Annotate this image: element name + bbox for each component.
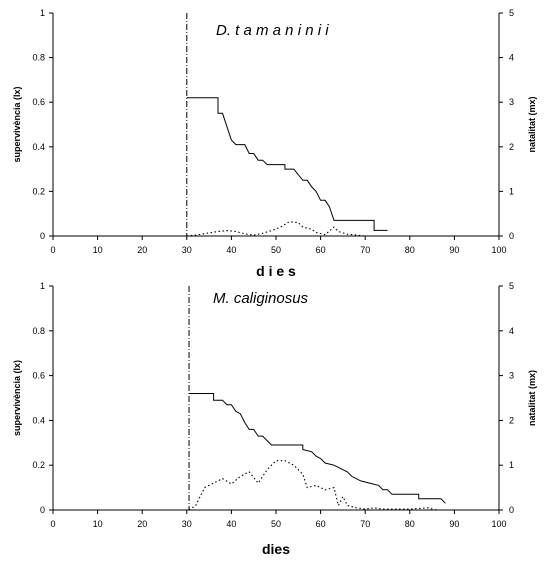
x-tick-label: 20 [137,519,147,529]
y-tick-label: 0.8 [32,326,45,336]
y-tick-label: 0 [40,231,45,241]
x-tick-label: 100 [491,519,506,529]
x-tick-label: 100 [491,245,506,255]
y2-tick-label: 3 [509,371,514,381]
y2-tick-label: 5 [509,281,514,291]
chart-title: D. t a m a n i n i i [216,22,329,39]
x-tick-label: 20 [137,245,147,255]
y-tick-label: 1 [40,8,45,18]
y2-tick-label: 4 [509,326,514,336]
y2-tick-label: 0 [509,505,514,515]
y-tick-label: 0.8 [32,53,45,63]
x-tick-label: 0 [50,245,55,255]
x-tick-label: 50 [271,519,281,529]
x-tick-label: 70 [360,245,370,255]
y2-axis-title: natalitat (mx) [527,370,537,426]
x-tick-label: 30 [182,245,192,255]
supervivencia-series-line [186,97,388,231]
y2-tick-label: 1 [509,186,514,196]
natalitat-series-line [188,460,437,511]
x-axis-title: dies [262,541,290,557]
x-tick-label: 70 [360,519,370,529]
y-axis-title: supervivència (lx) [12,360,22,436]
supervivencia-series-line [189,393,446,504]
x-tick-label: 40 [226,245,236,255]
x-tick-label: 90 [449,519,459,529]
y-tick-label: 0.2 [32,186,45,196]
natalitat-series-line [186,221,366,237]
y-tick-label: 0.4 [32,415,45,425]
y-axis-title: supervivència (lx) [12,86,22,162]
x-tick-label: 10 [93,519,103,529]
y-tick-label: 0 [40,505,45,515]
x-tick-label: 80 [405,519,415,529]
x-tick-label: 60 [316,519,326,529]
x-tick-label: 10 [93,245,103,255]
y2-tick-label: 2 [509,415,514,425]
x-tick-label: 80 [405,245,415,255]
y2-axis-title: natalitat (mx) [527,96,537,152]
y2-tick-label: 4 [509,53,514,63]
y2-tick-label: 1 [509,460,514,470]
y-tick-label: 0.6 [32,97,45,107]
y2-tick-label: 3 [509,97,514,107]
chart-title: M. caliginosus [213,290,309,307]
x-tick-label: 0 [50,519,55,529]
x-tick-label: 60 [316,245,326,255]
y-tick-label: 1 [40,281,45,291]
x-tick-label: 50 [271,245,281,255]
x-axis-title: d i e s [256,263,296,279]
x-tick-label: 40 [226,519,236,529]
y2-tick-label: 0 [509,231,514,241]
y-tick-label: 0.6 [32,371,45,381]
x-tick-label: 30 [182,519,192,529]
x-tick-label: 90 [449,245,459,255]
y-tick-label: 0.2 [32,460,45,470]
y2-tick-label: 2 [509,142,514,152]
y2-tick-label: 5 [509,8,514,18]
y-tick-label: 0.4 [32,142,45,152]
